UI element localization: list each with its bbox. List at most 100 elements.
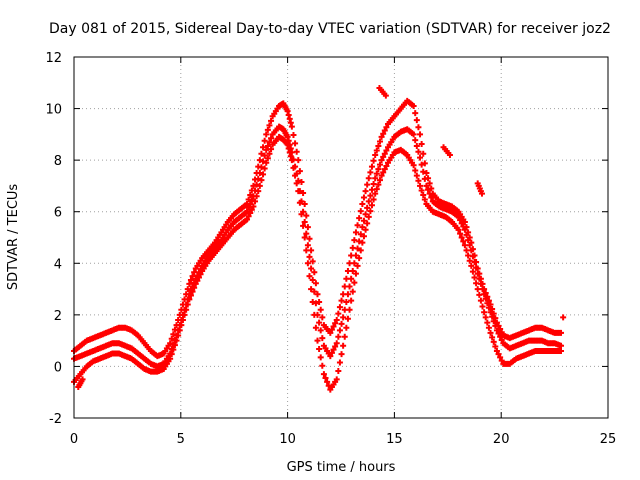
data-point-fill	[120, 352, 127, 359]
data-point-fill	[255, 175, 262, 182]
data-point-fill	[370, 157, 377, 164]
data-point-fill	[247, 191, 254, 198]
data-point-fill	[146, 346, 153, 353]
data-point-fill	[421, 175, 428, 182]
data-point-fill	[253, 193, 260, 200]
data-point-fill	[88, 348, 95, 355]
data-point	[352, 252, 359, 259]
data-point	[417, 182, 424, 189]
data-point-fill	[191, 284, 198, 291]
data-point-fill	[316, 298, 323, 305]
data-point	[173, 337, 180, 344]
data-point-fill	[477, 188, 484, 195]
data-point-fill	[292, 140, 299, 147]
data-point-fill	[482, 314, 489, 321]
data-point-fill	[376, 138, 383, 145]
data-point	[308, 286, 315, 293]
data-point-fill	[316, 346, 323, 353]
data-point-fill	[381, 166, 388, 173]
data-point-fill	[465, 237, 472, 244]
data-point-fill	[380, 169, 387, 176]
data-point-fill	[197, 271, 204, 278]
data-point-fill	[413, 142, 420, 149]
data-point	[186, 296, 193, 303]
plot-frame	[73, 56, 609, 419]
data-point-fill	[290, 132, 297, 139]
data-point-fill	[252, 198, 259, 205]
data-point	[487, 309, 494, 316]
data-point-fill	[413, 172, 420, 179]
data-point-fill	[159, 366, 166, 373]
data-point-fill	[357, 208, 364, 215]
data-point-fill	[381, 127, 388, 134]
data-point-fill	[133, 331, 140, 338]
data-point-fill	[165, 358, 172, 365]
data-point	[417, 154, 424, 161]
data-point-fill	[322, 375, 329, 382]
data-point-fill	[453, 212, 460, 219]
data-point-fill	[311, 269, 318, 276]
data-point-fill	[283, 132, 290, 139]
data-point-fill	[420, 191, 427, 198]
data-points	[71, 84, 567, 393]
data-point-fill	[195, 274, 202, 281]
data-point-fill	[312, 324, 319, 331]
data-point-fill	[357, 247, 364, 254]
data-point-fill	[247, 210, 254, 217]
data-point-fill	[473, 264, 480, 271]
data-point-fill	[170, 346, 177, 353]
data-point-fill	[418, 141, 425, 148]
data-point	[474, 286, 481, 293]
data-point	[192, 280, 199, 287]
y-tick-label: 10	[45, 103, 62, 118]
data-point-fill	[187, 277, 194, 284]
data-point-fill	[421, 196, 428, 203]
data-point-fill	[376, 177, 383, 184]
data-point-fill	[466, 257, 473, 264]
data-point-fill	[425, 186, 432, 193]
data-point	[423, 182, 430, 189]
data-point-fill	[344, 315, 351, 322]
data-point	[250, 182, 257, 189]
series-track-middle	[71, 123, 565, 370]
data-point	[474, 270, 481, 277]
data-point	[320, 371, 327, 378]
data-point-fill	[457, 230, 464, 237]
data-point-fill	[332, 343, 339, 350]
data-point	[487, 301, 494, 308]
data-point-fill	[168, 335, 175, 342]
data-point-fill	[441, 213, 448, 220]
data-point-fill	[176, 327, 183, 334]
data-point-fill	[498, 336, 505, 343]
data-point-fill	[511, 343, 518, 350]
data-point-fill	[78, 378, 85, 385]
data-point-fill	[356, 215, 363, 222]
data-point	[461, 226, 468, 233]
data-point-fill	[236, 207, 243, 214]
data-point-fill	[258, 150, 265, 157]
data-point-fill	[283, 106, 290, 113]
data-point-fill	[223, 221, 230, 228]
x-tick-label: 25	[600, 432, 617, 447]
data-point-fill	[335, 333, 342, 340]
data-point-fill	[181, 311, 188, 318]
data-point-fill	[203, 260, 210, 267]
data-point-fill	[285, 112, 292, 119]
data-point	[340, 314, 347, 321]
data-point-fill	[412, 137, 419, 144]
data-point	[365, 175, 372, 182]
data-point-fill	[248, 197, 255, 204]
data-point-fill	[101, 353, 108, 360]
x-tick-label: 10	[279, 432, 296, 447]
data-point-fill	[402, 150, 409, 157]
data-point-fill	[543, 326, 550, 333]
data-point-fill	[389, 115, 396, 122]
data-point-fill	[293, 180, 300, 187]
data-point	[352, 270, 359, 277]
data-point	[346, 306, 353, 313]
data-point-fill	[434, 210, 441, 217]
data-point-fill	[127, 326, 134, 333]
data-point-fill	[146, 359, 153, 366]
data-point	[359, 224, 366, 231]
data-point-fill	[373, 186, 380, 193]
